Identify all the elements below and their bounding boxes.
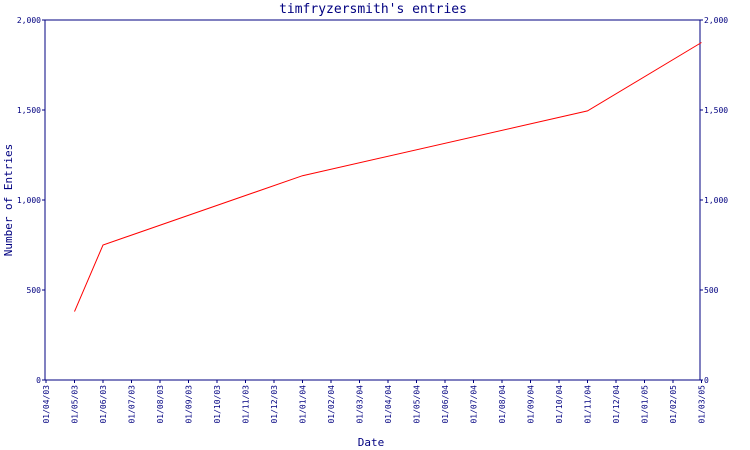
x-axis-label: Date — [358, 436, 385, 449]
y-axis-right: 0 500 1,000 1,500 2,000 — [700, 16, 728, 385]
x-tick-label: 01/06/04 — [441, 385, 450, 424]
x-tick-label: 01/11/03 — [242, 385, 251, 424]
y-axis-left: 0 500 1,000 1,500 2,000 — [17, 16, 45, 385]
chart-title: timfryzersmith's entries — [279, 2, 467, 17]
x-tick-label: 01/05/03 — [71, 385, 80, 424]
x-tick-label: 01/03/05 — [698, 385, 707, 424]
y-tick-label-left: 500 — [27, 286, 42, 295]
y-tick-label-left: 0 — [36, 376, 41, 385]
series-line — [74, 42, 702, 312]
x-tick-label: 01/09/03 — [185, 385, 194, 424]
x-tick-label: 01/07/04 — [470, 385, 479, 424]
y-tick-label-right: 1,500 — [704, 106, 728, 115]
x-tick-label: 01/02/05 — [669, 385, 678, 424]
x-tick-label: 01/01/04 — [299, 385, 308, 424]
y-tick-label-left: 1,000 — [17, 196, 41, 205]
x-axis: 01/04/03 01/05/03 01/06/03 01/07/03 01/08/03… — [42, 380, 707, 424]
x-tick-label: 01/10/03 — [213, 385, 222, 424]
x-tick-label: 01/06/03 — [99, 385, 108, 424]
x-tick-label: 01/02/04 — [327, 385, 336, 424]
y-tick-label-right: 500 — [704, 286, 719, 295]
x-tick-label: 01/04/03 — [42, 385, 51, 424]
x-tick-label: 01/10/04 — [555, 385, 564, 424]
x-tick-label: 01/11/04 — [584, 385, 593, 424]
y-tick-label-left: 2,000 — [17, 16, 41, 25]
series-group — [74, 42, 702, 312]
x-tick-label: 01/12/03 — [270, 385, 279, 424]
x-tick-label: 01/09/04 — [527, 385, 536, 424]
x-tick-label: 01/08/04 — [498, 385, 507, 424]
x-tick-label: 01/08/03 — [156, 385, 165, 424]
x-tick-label: 01/12/04 — [612, 385, 621, 424]
y-tick-label-right: 0 — [704, 376, 709, 385]
x-tick-label: 01/07/03 — [128, 385, 137, 424]
y-tick-label-right: 1,000 — [704, 196, 728, 205]
y-axis-label: Number of Entries — [2, 144, 15, 257]
plot-frame — [44, 19, 701, 381]
x-tick-label: 01/01/05 — [641, 385, 650, 424]
y-tick-label-right: 2,000 — [704, 16, 728, 25]
x-tick-label: 01/03/04 — [356, 385, 365, 424]
x-tick-label: 01/04/04 — [384, 385, 393, 424]
y-tick-label-left: 1,500 — [17, 106, 41, 115]
x-tick-label: 01/05/04 — [413, 385, 422, 424]
